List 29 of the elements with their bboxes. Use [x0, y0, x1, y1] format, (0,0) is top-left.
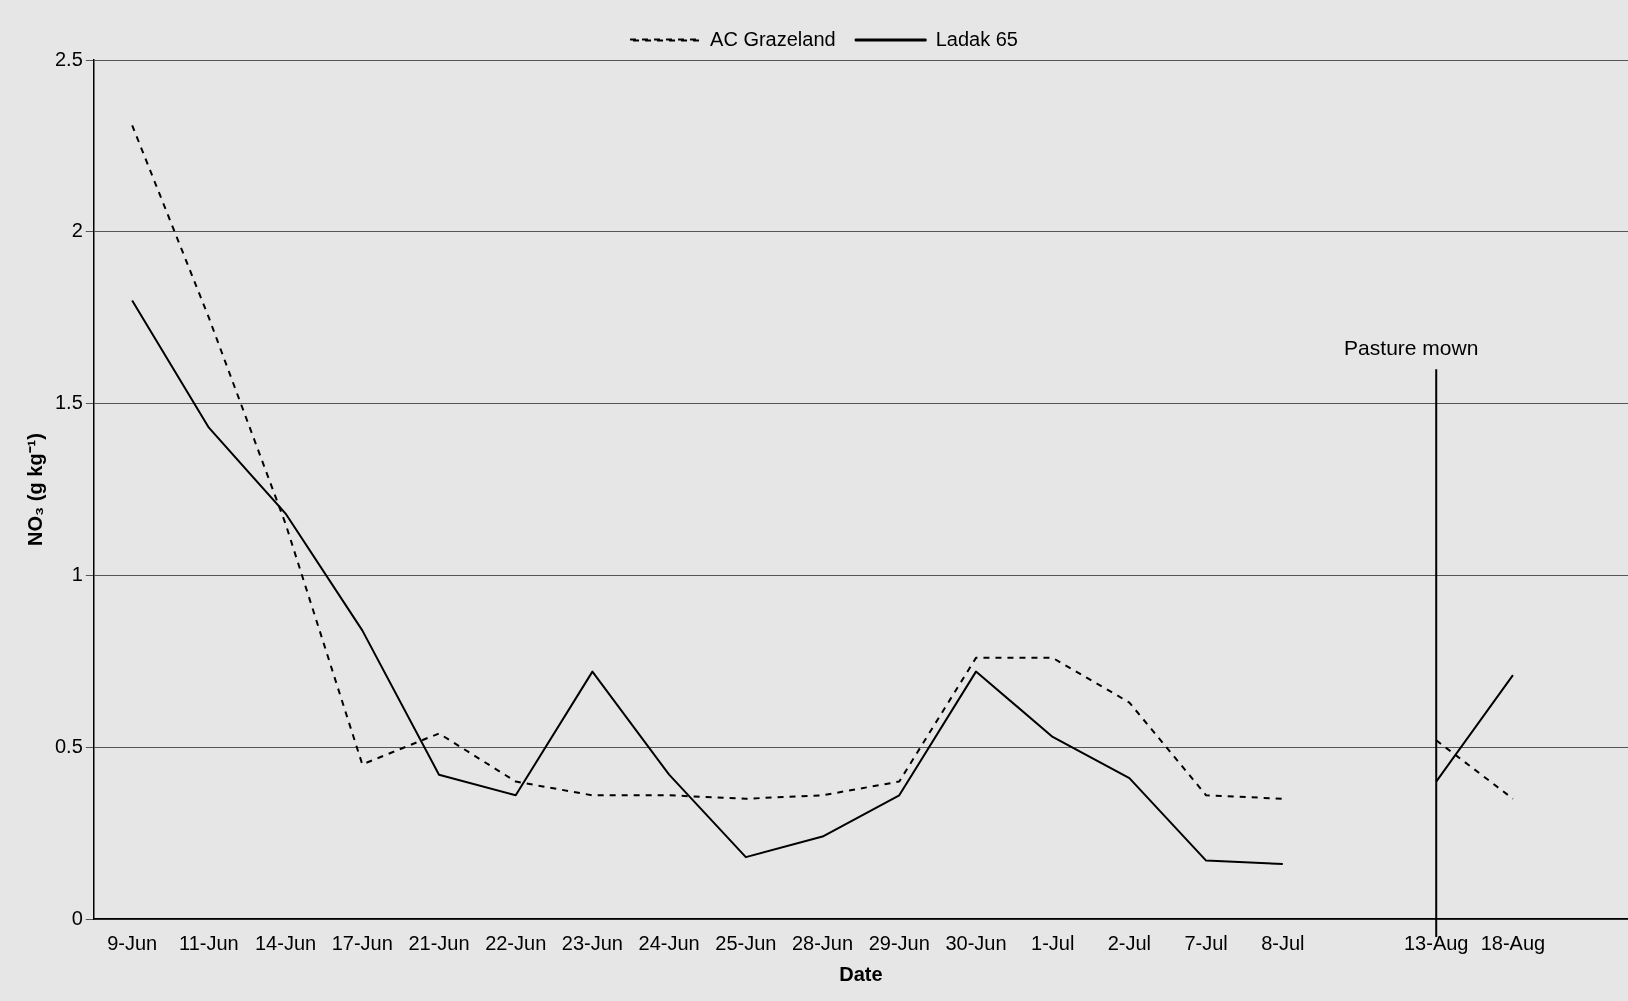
- y-axis-title: NO₃ (g kg⁻¹): [23, 433, 46, 546]
- x-tick-label: 18-Aug: [1480, 931, 1546, 954]
- x-tick-label: 13-Aug: [1403, 931, 1469, 954]
- y-tick-label: 0: [71, 906, 83, 929]
- x-tick-label: 24-Jun: [638, 931, 700, 954]
- x-tick-label: 28-Jun: [791, 931, 854, 954]
- y-tick-label: 2: [71, 219, 83, 242]
- x-tick-label: 8-Jul: [1261, 931, 1305, 954]
- x-tick-label: 23-Jun: [561, 931, 623, 954]
- y-tick-label: 0.5: [54, 734, 83, 757]
- x-tick-label: 1-Jul: [1031, 931, 1075, 954]
- x-tick-label: 11-Jun: [179, 931, 239, 954]
- x-tick-label: 7-Jul: [1184, 931, 1228, 954]
- x-tick-label: 21-Jun: [408, 931, 470, 954]
- y-tick-label: 1: [71, 562, 83, 585]
- x-tick-label: 22-Jun: [485, 931, 547, 954]
- x-tick-label: 30-Jun: [945, 931, 1007, 954]
- x-tick-label: 17-Jun: [331, 931, 393, 954]
- x-tick-label: 14-Jun: [255, 931, 317, 954]
- y-tick-label: 1.5: [54, 391, 83, 414]
- x-tick-label: 9-Jun: [107, 931, 158, 954]
- x-tick-label: 2-Jul: [1107, 931, 1152, 954]
- x-tick-label: 29-Jun: [868, 931, 930, 954]
- legend-label: Ladak 65: [935, 27, 1018, 50]
- ref-line-label: Pasture mown: [1344, 336, 1479, 360]
- legend-label: AC Grazeland: [710, 27, 836, 50]
- x-tick-label: 25-Jun: [715, 931, 777, 954]
- y-tick-label: 2.5: [54, 47, 83, 70]
- x-axis-title: Date: [839, 962, 883, 985]
